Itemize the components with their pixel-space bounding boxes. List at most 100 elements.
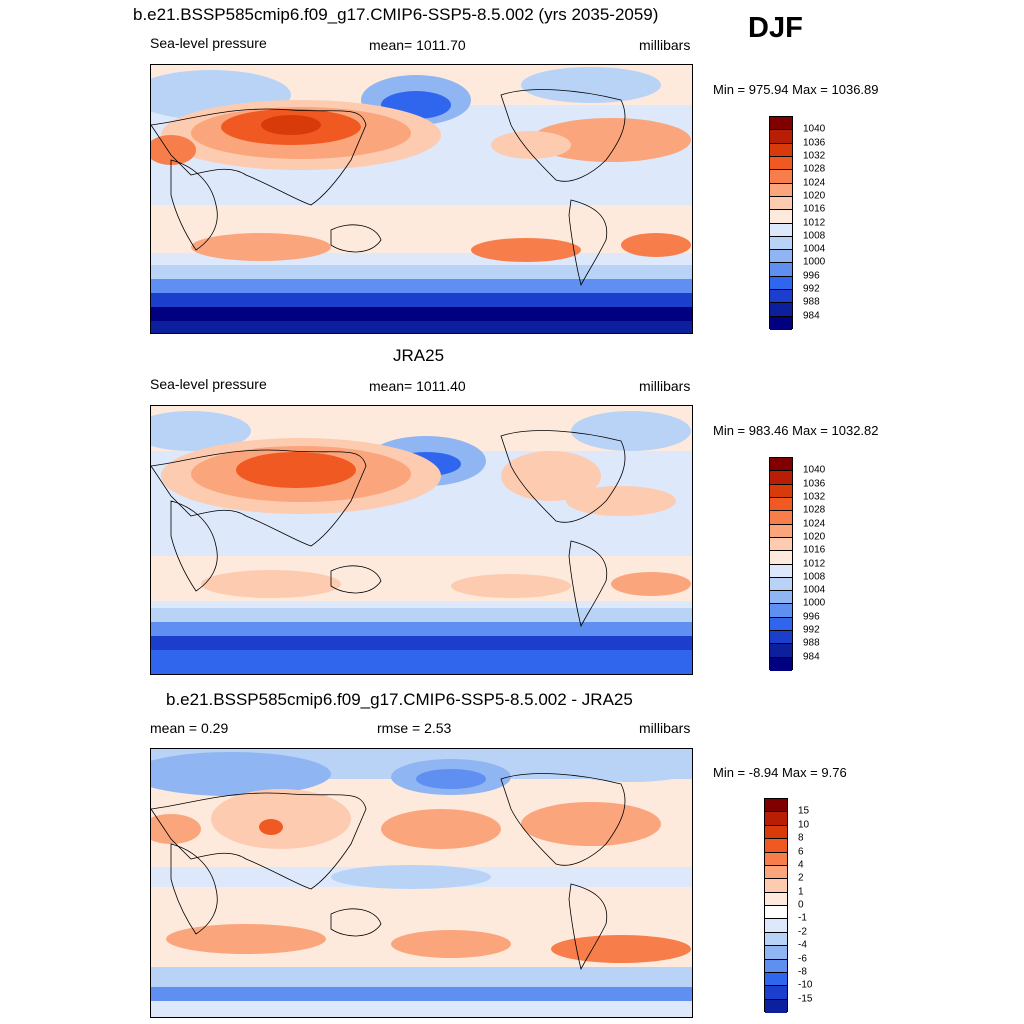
colorbar-tick-label: 1008 — [803, 230, 826, 242]
panel1-colorbar — [769, 116, 793, 330]
colorbar-swatch — [765, 972, 787, 987]
season-label: DJF — [748, 12, 803, 44]
colorbar-tick-label: 992 — [803, 283, 820, 295]
panel3-colorbar — [764, 798, 788, 1013]
colorbar-tick-label: -10 — [798, 979, 813, 991]
colorbar-swatch — [770, 290, 792, 304]
panel3-map — [150, 748, 693, 1018]
panel3-map-svg — [151, 749, 692, 1017]
colorbar-tick-label: 1028 — [803, 504, 826, 516]
colorbar-tick-label: 988 — [803, 637, 820, 649]
colorbar-tick-label: -1 — [798, 912, 807, 924]
panel3-units-label: millibars — [639, 720, 691, 736]
colorbar-tick-label: 1000 — [803, 597, 826, 609]
colorbar-swatch — [765, 839, 787, 853]
colorbar-tick-label: 15 — [798, 805, 810, 817]
colorbar-swatch — [770, 303, 792, 317]
colorbar-swatch — [770, 130, 792, 144]
colorbar-tick-label: 1016 — [803, 203, 826, 215]
panel2-minmax: Min = 983.46 Max = 1032.82 — [713, 423, 879, 438]
panel1-mean-label: mean= 1011.70 — [369, 37, 466, 53]
colorbar-tick-label: 996 — [803, 270, 820, 282]
colorbar-tick-label: 1036 — [803, 137, 826, 149]
colorbar-tick-label: 1040 — [803, 123, 826, 135]
panel1-map — [150, 64, 693, 334]
panel2-variable-label: Sea-level pressure — [150, 376, 267, 392]
colorbar-tick-label: 1032 — [803, 491, 826, 503]
colorbar-swatch — [765, 932, 787, 947]
colorbar-tick-label: -2 — [798, 926, 807, 938]
colorbar-swatch — [770, 276, 792, 291]
colorbar-swatch — [770, 156, 792, 171]
colorbar-swatch — [770, 316, 792, 330]
colorbar-swatch — [770, 617, 792, 632]
panel2-units-label: millibars — [639, 378, 691, 394]
panel2-title: JRA25 — [393, 346, 445, 365]
colorbar-swatch — [765, 799, 787, 813]
colorbar-swatch — [765, 946, 787, 960]
colorbar-tick-label: 1032 — [803, 150, 826, 162]
colorbar-swatch — [770, 143, 792, 157]
colorbar-tick-label: 988 — [803, 296, 820, 308]
colorbar-swatch — [765, 825, 787, 840]
colorbar-tick-label: 1036 — [803, 478, 826, 490]
colorbar-swatch — [770, 471, 792, 485]
panel2-mean-label: mean= 1011.40 — [369, 378, 466, 394]
colorbar-tick-label: 0 — [798, 899, 804, 911]
panel1-title: b.e21.BSSP585cmip6.f09_g17.CMIP6-SSP5-8.… — [133, 5, 659, 24]
colorbar-swatch — [770, 497, 792, 512]
panel3-mean-label: mean = 0.29 — [150, 720, 229, 736]
colorbar-swatch — [770, 236, 792, 251]
colorbar-swatch — [770, 183, 792, 197]
colorbar-tick-label: 4 — [798, 859, 804, 871]
panel1-map-svg — [151, 65, 692, 333]
colorbar-swatch — [765, 879, 787, 893]
colorbar-swatch — [770, 210, 792, 224]
colorbar-swatch — [765, 986, 787, 1000]
colorbar-tick-label: 1004 — [803, 584, 826, 596]
colorbar-tick-label: 1024 — [803, 518, 826, 530]
colorbar-swatch — [765, 892, 787, 906]
colorbar-swatch — [765, 919, 787, 933]
colorbar-tick-label: 1020 — [803, 190, 826, 202]
colorbar-swatch — [770, 644, 792, 658]
colorbar-swatch — [770, 196, 792, 211]
colorbar-swatch — [770, 577, 792, 592]
colorbar-swatch — [770, 170, 792, 184]
colorbar-tick-label: 1012 — [803, 217, 826, 228]
colorbar-swatch — [765, 852, 787, 866]
colorbar-swatch — [765, 812, 787, 826]
colorbar-tick-label: 1008 — [803, 571, 826, 583]
colorbar-swatch — [765, 865, 787, 880]
colorbar-tick-label: -6 — [798, 953, 807, 964]
colorbar-tick-label: 1012 — [803, 558, 826, 569]
colorbar-swatch — [770, 458, 792, 472]
panel3-minmax: Min = -8.94 Max = 9.76 — [713, 765, 847, 780]
colorbar-tick-label: 8 — [798, 832, 804, 844]
colorbar-tick-label: 1028 — [803, 163, 826, 175]
panel3-rmse-label: rmse = 2.53 — [377, 720, 452, 736]
panel1-minmax: Min = 975.94 Max = 1036.89 — [713, 82, 879, 97]
colorbar-tick-label: 2 — [798, 872, 804, 884]
colorbar-tick-label: -8 — [798, 966, 807, 978]
colorbar-tick-label: 1016 — [803, 544, 826, 556]
colorbar-tick-label: 6 — [798, 846, 804, 857]
colorbar-swatch — [770, 511, 792, 525]
colorbar-swatch — [770, 564, 792, 578]
colorbar-tick-label: -15 — [798, 993, 813, 1005]
colorbar-swatch — [770, 604, 792, 618]
colorbar-swatch — [770, 484, 792, 498]
colorbar-tick-label: 996 — [803, 611, 820, 623]
panel1-variable-label: Sea-level pressure — [150, 35, 267, 51]
colorbar-swatch — [770, 657, 792, 671]
colorbar-swatch — [765, 959, 787, 973]
colorbar-tick-label: 1020 — [803, 531, 826, 543]
colorbar-tick-label: 984 — [803, 310, 820, 322]
panel3-title: b.e21.BSSP585cmip6.f09_g17.CMIP6-SSP5-8.… — [166, 690, 633, 709]
colorbar-tick-label: 1000 — [803, 256, 826, 268]
colorbar-tick-label: 1004 — [803, 243, 826, 255]
panel2-map-svg — [151, 406, 692, 674]
colorbar-swatch — [770, 250, 792, 264]
colorbar-swatch — [770, 117, 792, 131]
colorbar-swatch — [770, 631, 792, 645]
